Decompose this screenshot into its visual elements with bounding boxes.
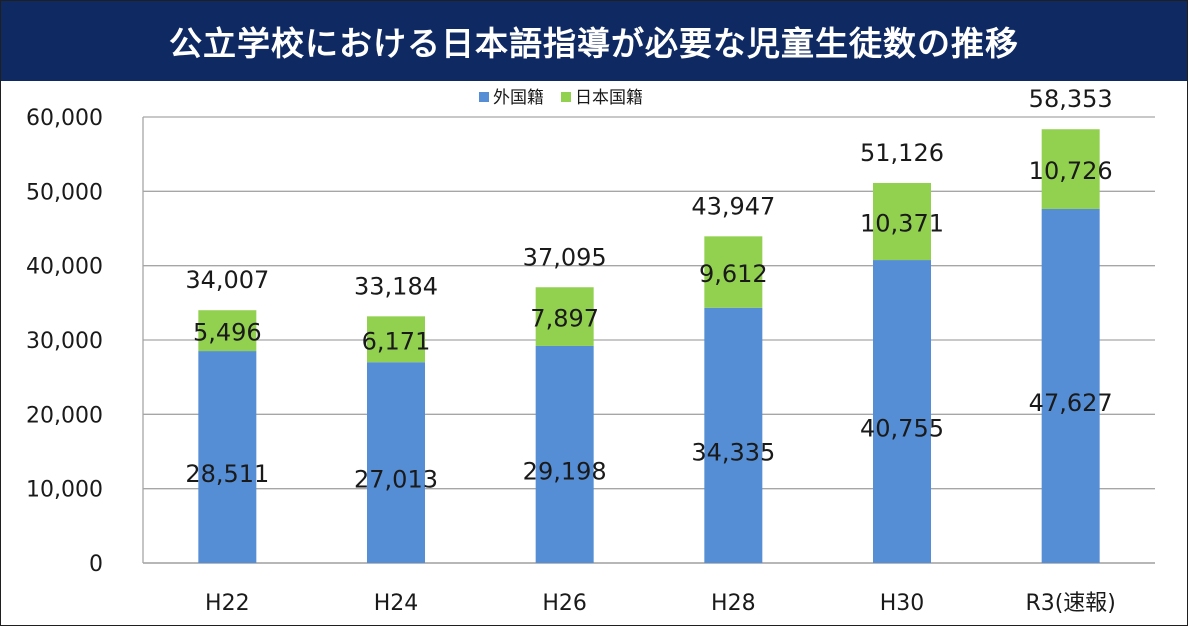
bar-japanese (367, 316, 425, 363)
bar-foreign (535, 345, 594, 563)
bar-foreign (1041, 208, 1100, 563)
y-tick-label: 60,000 (26, 106, 103, 131)
data-label: 28,511 (185, 460, 269, 488)
x-category-label: H30 (880, 591, 925, 616)
total-label: 51,126 (860, 139, 944, 167)
data-label: 47,627 (1029, 389, 1113, 417)
bar-foreign (198, 351, 257, 563)
data-label: 5,496 (193, 319, 262, 347)
legend-swatch (561, 92, 571, 102)
chart-title: 公立学校における日本語指導が必要な児童生徒数の推移 (169, 24, 1019, 63)
legend-label: 日本国籍 (575, 88, 643, 108)
x-category-label: H26 (542, 591, 587, 616)
bar-japanese (198, 310, 257, 352)
data-label: 6,171 (362, 327, 431, 355)
y-tick-label: 50,000 (26, 180, 103, 205)
x-category-label: R3(速報) (1025, 591, 1115, 616)
bar-foreign (704, 307, 763, 563)
legend-swatch (479, 92, 489, 102)
y-tick-label: 0 (89, 552, 103, 577)
total-label: 43,947 (691, 192, 775, 220)
bar-japanese (704, 236, 763, 308)
data-label: 27,013 (354, 466, 438, 494)
data-label: 10,371 (860, 210, 944, 238)
data-label: 34,335 (691, 438, 775, 466)
data-label: 7,897 (530, 305, 599, 333)
title-bar: 公立学校における日本語指導が必要な児童生徒数の推移 (1, 1, 1187, 81)
x-category-label: H24 (374, 591, 419, 616)
bar-japanese (1041, 129, 1100, 209)
bar-foreign (873, 260, 931, 563)
total-label: 58,353 (1029, 85, 1113, 113)
y-tick-label: 20,000 (26, 403, 103, 428)
data-label: 29,198 (523, 457, 607, 485)
data-label: 9,612 (699, 260, 768, 288)
legend-label: 外国籍 (493, 88, 544, 108)
y-tick-label: 40,000 (26, 255, 103, 280)
x-category-label: H28 (711, 591, 756, 616)
bar-japanese (873, 182, 931, 261)
y-tick-label: 30,000 (26, 329, 103, 354)
data-label: 40,755 (860, 415, 944, 443)
total-label: 34,007 (185, 266, 269, 294)
bar-japanese (535, 287, 594, 346)
total-label: 37,095 (523, 243, 607, 271)
bar-foreign (367, 362, 425, 563)
total-label: 33,184 (354, 272, 438, 300)
x-category-label: H22 (205, 591, 250, 616)
data-label: 10,726 (1029, 157, 1113, 185)
y-tick-label: 10,000 (26, 478, 103, 503)
